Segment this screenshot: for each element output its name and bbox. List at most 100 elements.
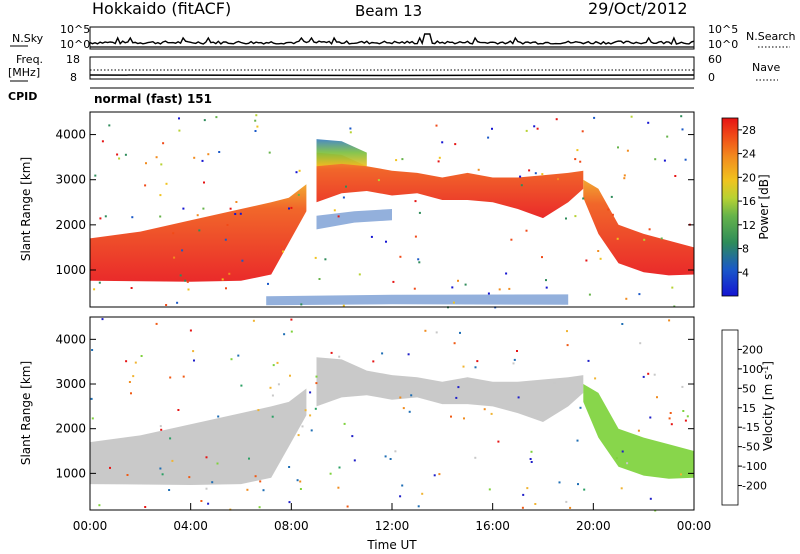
power-panel: 1000 2000 3000 4000 Slant Range [km] bbox=[19, 111, 695, 309]
velocity-speckle bbox=[450, 415, 452, 418]
velocity-ytick-label: 3000 bbox=[55, 377, 86, 391]
power-speckle bbox=[528, 169, 531, 172]
velocity-speckle bbox=[125, 360, 128, 363]
velocity-speckle bbox=[109, 466, 111, 469]
velocity-speckle bbox=[276, 361, 279, 364]
power-speckle bbox=[235, 201, 238, 203]
velocity-speckle bbox=[483, 408, 486, 411]
velocity-speckle bbox=[290, 318, 293, 321]
velocity-speckle bbox=[381, 352, 384, 355]
velocity-speckle bbox=[522, 493, 525, 496]
velocity-speckle bbox=[512, 362, 515, 365]
velocity-speckle bbox=[304, 409, 307, 412]
power-speckle bbox=[228, 272, 231, 275]
power-speckle bbox=[579, 160, 582, 163]
power-speckle bbox=[666, 135, 669, 138]
power-speckle bbox=[203, 119, 206, 122]
power-speckle bbox=[414, 200, 417, 203]
velocity-speckle bbox=[530, 461, 533, 463]
velocity-speckle bbox=[315, 375, 318, 378]
velocity-cbar-label: 15 bbox=[742, 402, 756, 415]
power-speckle bbox=[324, 258, 327, 261]
freq-label: Freq. bbox=[16, 53, 43, 66]
xtick-label: 08:00 bbox=[274, 519, 309, 533]
velocity-speckle bbox=[216, 462, 219, 465]
velocity-speckle bbox=[155, 322, 158, 325]
velocity-speckle bbox=[474, 456, 477, 459]
power-speckle bbox=[437, 160, 440, 163]
velocity-speckle bbox=[424, 329, 427, 332]
power-speckle bbox=[300, 303, 303, 306]
velocity-speckle bbox=[330, 351, 333, 354]
velocity-speckle bbox=[296, 479, 299, 482]
power-speckle bbox=[345, 185, 347, 188]
power-speckle bbox=[395, 159, 398, 162]
power-speckle bbox=[207, 153, 210, 156]
velocity-speckle bbox=[529, 458, 532, 460]
power-speckle bbox=[201, 159, 204, 162]
velocity-speckle bbox=[310, 429, 313, 432]
power-speckle bbox=[623, 177, 626, 180]
power-echo-band-5 bbox=[266, 294, 569, 306]
power-speckle bbox=[178, 129, 181, 132]
power-speckle bbox=[525, 229, 528, 232]
nave-bottom-tick: 0 bbox=[708, 71, 715, 84]
velocity-speckle bbox=[289, 374, 291, 377]
power-echo-band-3 bbox=[583, 179, 694, 276]
velocity-speckle bbox=[399, 495, 402, 498]
power-speckle bbox=[226, 224, 229, 226]
velocity-speckle bbox=[642, 375, 645, 378]
power-speckle bbox=[224, 238, 227, 241]
velocity-speckle bbox=[288, 501, 291, 504]
power-speckle bbox=[178, 117, 180, 120]
power-speckle bbox=[498, 288, 501, 291]
power-echo-band-0 bbox=[90, 184, 307, 282]
velocity-speckle bbox=[257, 409, 260, 412]
power-speckle bbox=[617, 146, 619, 149]
power-speckle bbox=[186, 280, 189, 283]
power-echo-band-1 bbox=[316, 152, 584, 219]
velocity-speckle bbox=[594, 377, 597, 380]
velocity-speckle bbox=[338, 355, 341, 358]
velocity-speckle bbox=[160, 428, 163, 431]
power-speckle bbox=[184, 279, 187, 282]
power-speckle bbox=[267, 282, 269, 285]
velocity-speckle bbox=[252, 319, 255, 322]
velocity-speckle bbox=[558, 481, 561, 484]
velocity-speckle bbox=[230, 358, 233, 361]
velocity-speckle bbox=[686, 415, 689, 418]
velocity-speckle bbox=[621, 323, 624, 325]
power-speckle bbox=[234, 213, 237, 215]
velocity-speckle bbox=[639, 342, 642, 345]
velocity-speckle bbox=[669, 412, 672, 414]
velocity-speckle bbox=[399, 396, 402, 399]
power-speckle bbox=[441, 141, 444, 144]
power-speckle bbox=[638, 293, 641, 296]
power-speckle bbox=[399, 255, 402, 258]
velocity-speckle bbox=[649, 416, 652, 419]
velocity-speckle bbox=[579, 406, 582, 409]
power-speckle bbox=[417, 258, 420, 261]
time-xlabel: Time UT bbox=[366, 538, 417, 552]
power-speckle bbox=[541, 256, 543, 259]
power-speckle bbox=[268, 151, 271, 154]
velocity-speckle bbox=[272, 364, 275, 367]
power-speckle bbox=[630, 115, 633, 118]
velocity-ytick-label: 2000 bbox=[55, 422, 86, 436]
velocity-speckle bbox=[189, 329, 192, 332]
power-speckle bbox=[684, 158, 687, 161]
power-speckle bbox=[671, 286, 674, 289]
velocity-speckle bbox=[169, 376, 172, 379]
power-speckle bbox=[616, 237, 619, 240]
power-speckle bbox=[625, 297, 628, 300]
power-speckle bbox=[533, 125, 536, 128]
date-title: 29/Oct/2012 bbox=[588, 0, 688, 18]
velocity-speckle bbox=[517, 396, 520, 399]
velocity-speckle bbox=[314, 407, 317, 410]
velocity-speckle bbox=[193, 359, 195, 362]
power-speckle bbox=[626, 149, 629, 152]
power-speckle bbox=[160, 163, 163, 166]
power-speckle bbox=[130, 287, 133, 289]
velocity-panel: 1000 2000 3000 4000 00:00 04:00 08:00 12:00 16:… bbox=[19, 316, 711, 552]
power-cbar-label: 16 bbox=[742, 195, 756, 208]
